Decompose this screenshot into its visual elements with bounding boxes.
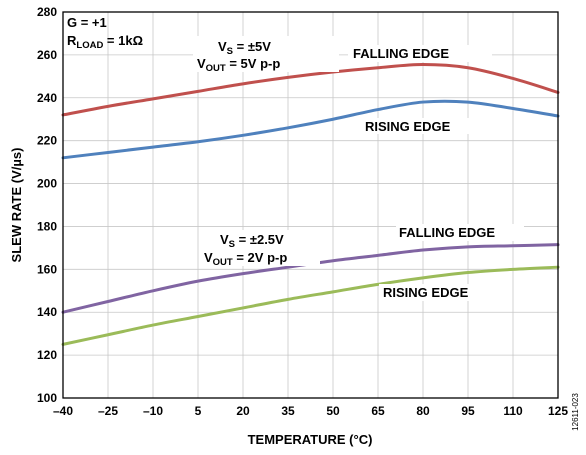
y-tick-label: 280	[37, 5, 57, 19]
label-bg-falling-5v	[348, 45, 492, 62]
series-label-rising-2v5: RISING EDGE	[383, 285, 469, 300]
vout-label-5v: VOUT = 5V p-p	[197, 56, 280, 74]
series-line-3	[61, 265, 560, 346]
x-tick-label: 80	[416, 404, 430, 418]
gain-label: G = +1	[67, 15, 107, 30]
x-tick-label: 125	[548, 404, 568, 418]
series-label-falling-2v5: FALLING EDGE	[399, 225, 495, 240]
y-tick-label: 220	[37, 134, 57, 148]
y-tick-label: 120	[37, 348, 57, 362]
label-bg-conditions-2v5	[200, 230, 320, 266]
x-tick-labels: –40 –25 –10 5 20 35 50 65 80 95 110 125	[53, 404, 568, 418]
vs-label-2v5: VS = ±2.5V	[220, 232, 284, 250]
y-tick-label: 100	[37, 391, 57, 405]
x-tick-label: 35	[281, 404, 295, 418]
x-tick-label: 20	[236, 404, 250, 418]
label-bg-rising-5v	[361, 118, 481, 134]
y-tick-label: 180	[37, 219, 57, 233]
y-tick-label: 160	[37, 262, 57, 276]
y-tick-label: 200	[37, 177, 57, 191]
x-tick-label: –10	[143, 404, 163, 418]
label-bg-falling-2v5	[396, 224, 524, 241]
y-axis-title: SLEW RATE (V/µs)	[9, 148, 24, 263]
label-bg-rising-2v5	[379, 284, 503, 301]
x-tick-label: –40	[53, 404, 73, 418]
x-tick-label: 65	[371, 404, 385, 418]
y-tick-label: 140	[37, 305, 57, 319]
y-tick-label: 240	[37, 91, 57, 105]
rload-label: RLOAD = 1kΩ	[67, 33, 143, 51]
series-curves	[61, 63, 560, 346]
label-bg-conditions-5v	[193, 36, 339, 72]
figure-id: 12611-023	[571, 393, 580, 431]
y-tick-labels: 100 120 140 160 180 200 220 240 260 280	[37, 5, 57, 405]
x-tick-label: 5	[195, 404, 202, 418]
vs-label-5v: VS = ±5V	[218, 39, 271, 57]
series-label-falling-5v: FALLING EDGE	[353, 46, 449, 61]
series-label-rising-5v: RISING EDGE	[365, 119, 451, 134]
x-tick-label: 95	[461, 404, 475, 418]
vout-label-2v5: VOUT = 2V p-p	[204, 250, 287, 268]
series-line-1	[61, 99, 560, 160]
x-axis-title: TEMPERATURE (°C)	[248, 432, 373, 447]
x-tick-label: 110	[503, 404, 523, 418]
x-tick-label: 50	[326, 404, 340, 418]
plot-frame	[62, 11, 559, 399]
y-tick-label: 260	[37, 48, 57, 62]
series-line-0	[61, 63, 560, 117]
x-tick-label: –25	[98, 404, 118, 418]
